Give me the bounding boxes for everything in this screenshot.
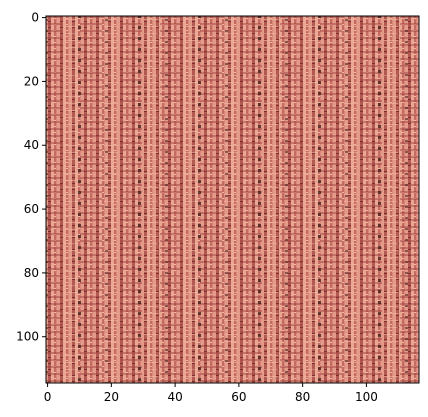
x-tick-label: 20 bbox=[104, 390, 119, 404]
y-tick-label: 0 bbox=[31, 11, 39, 25]
x-tick-label: 0 bbox=[44, 390, 52, 404]
y-tick-label: 40 bbox=[24, 138, 39, 152]
axes-frame bbox=[45, 15, 420, 384]
image-area bbox=[45, 15, 420, 384]
image-texture bbox=[46, 16, 419, 383]
x-tick-label: 60 bbox=[231, 390, 246, 404]
x-tick-label: 100 bbox=[355, 390, 378, 404]
y-tick-label: 20 bbox=[24, 74, 39, 88]
x-tick-label: 40 bbox=[167, 390, 182, 404]
x-tick-label: 80 bbox=[295, 390, 310, 404]
y-tick-label: 60 bbox=[24, 202, 39, 216]
y-tick-label: 80 bbox=[24, 266, 39, 280]
y-tick-label: 100 bbox=[16, 330, 39, 344]
